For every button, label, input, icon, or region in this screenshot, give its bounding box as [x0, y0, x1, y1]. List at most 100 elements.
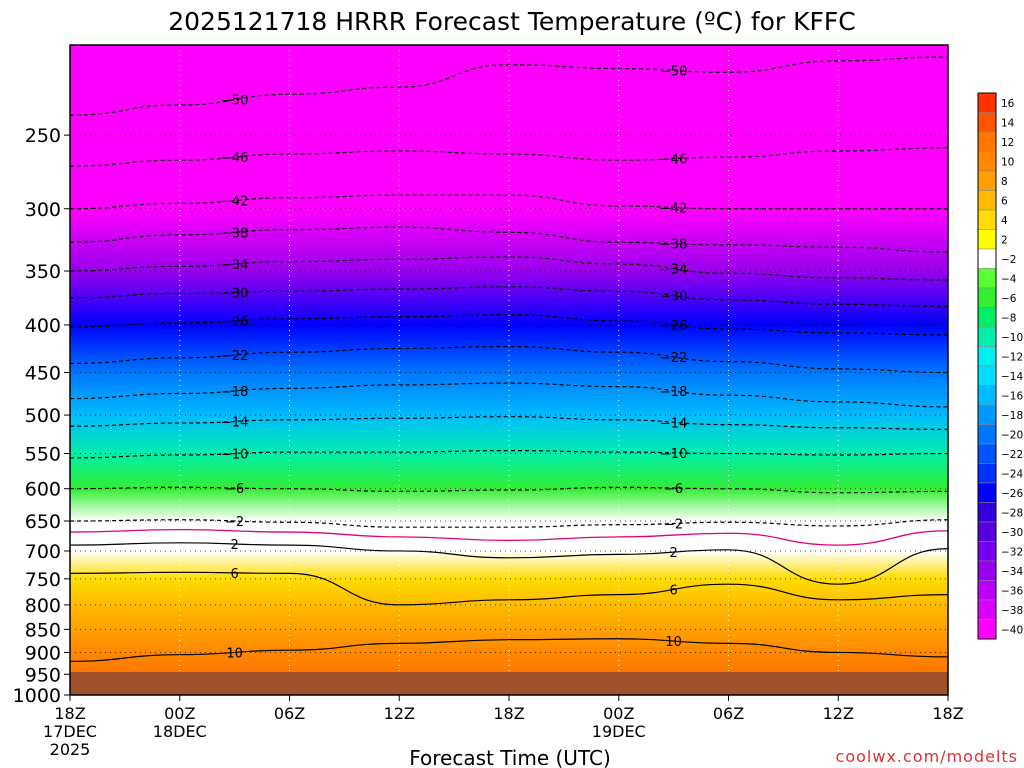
- colorbar-swatch: [977, 385, 997, 406]
- contour-label: −14: [221, 415, 248, 430]
- contour-2: [70, 542, 948, 585]
- colorbar-label: −6: [1001, 293, 1017, 305]
- x-tick-date: 19DEC: [592, 722, 646, 741]
- contour-minus18: [70, 382, 948, 408]
- colorbar-swatch: [977, 463, 997, 484]
- y-tick-label: 600: [25, 479, 61, 501]
- contour-minus22: [70, 345, 948, 374]
- colorbar-label: 8: [1001, 176, 1008, 188]
- colorbar-swatch: [977, 482, 997, 503]
- contour-minus42: [70, 194, 948, 210]
- colorbar-label: −32: [1001, 546, 1023, 558]
- colorbar-label: −12: [1001, 351, 1023, 363]
- contour-label: −50: [221, 94, 248, 109]
- watermark: coolwx.com/modelts: [836, 747, 1018, 766]
- y-axis: 2503003504004505005506006507007508008509…: [13, 125, 70, 707]
- colorbar-label: −18: [1001, 410, 1023, 422]
- x-tick-label: 18Z: [54, 704, 85, 723]
- colorbar-swatch: [977, 580, 997, 601]
- contour-label: −38: [660, 238, 687, 253]
- colorbar-swatch: [977, 268, 997, 289]
- contour-label: −18: [221, 385, 248, 400]
- colorbar-swatch: [977, 287, 997, 308]
- x-tick-date: 18DEC: [153, 722, 207, 741]
- contour-minus38: [70, 226, 948, 253]
- colorbar-label: −10: [1001, 332, 1023, 344]
- colorbar-swatch: [977, 307, 997, 328]
- y-tick-label: 950: [25, 664, 61, 686]
- plot-area: −50−50−46 −46−42 −42−38−38−34 −34−30 −30−26−…: [70, 45, 948, 695]
- colorbar-label: −24: [1001, 468, 1023, 480]
- x-tick-label: 06Z: [274, 704, 305, 723]
- x-tick-year: 2025: [50, 740, 91, 759]
- y-tick-label: 800: [25, 595, 61, 617]
- colorbar-label: −36: [1001, 585, 1023, 597]
- contour-label: −42: [221, 195, 248, 210]
- y-tick-label: 550: [25, 444, 61, 466]
- contour-label: −2: [225, 515, 244, 530]
- colorbar-swatch: [977, 346, 997, 367]
- contour-label: −38: [221, 226, 248, 241]
- contour-10: [70, 638, 948, 662]
- contour-label: −46: [221, 151, 248, 166]
- colorbar-swatch: [977, 502, 997, 523]
- contour-label: −34: [221, 258, 248, 273]
- contour-minus26: [70, 314, 948, 336]
- colorbar-swatch: [977, 112, 997, 133]
- colorbar-swatch: [977, 365, 997, 386]
- contour-minus6: [70, 486, 948, 494]
- colorbar-label: −30: [1001, 527, 1023, 539]
- colorbar-label: 16: [1001, 98, 1015, 110]
- colorbar-swatch: [977, 151, 997, 172]
- colorbar-label: −14: [1001, 371, 1023, 383]
- colorbar-swatch: [977, 404, 997, 425]
- colorbar-swatch: [977, 599, 997, 620]
- colorbar-swatch: [977, 209, 997, 230]
- colorbar-label: 10: [1001, 156, 1014, 168]
- x-axis-label: Forecast Time (UTC): [409, 746, 611, 768]
- colorbar-label: −20: [1001, 429, 1023, 441]
- colorbar-swatch: [977, 619, 997, 640]
- x-tick-label: 18Z: [493, 704, 524, 723]
- contour-minus50: [70, 56, 948, 116]
- y-tick-label: 400: [25, 315, 61, 337]
- y-tick-label: 650: [25, 511, 61, 533]
- colorbar-swatch: [977, 190, 997, 211]
- colorbar-swatch: [977, 521, 997, 542]
- contour-minus14: [70, 416, 948, 430]
- contour-label: −6: [225, 482, 244, 497]
- contour-label: 10: [226, 646, 243, 661]
- contour-label: −10: [660, 447, 687, 462]
- contour-label: −30: [660, 290, 687, 305]
- y-tick-label: 750: [25, 569, 61, 591]
- contour-minus30: [70, 286, 948, 307]
- y-tick-label: 1000: [13, 685, 61, 707]
- chart-title: 2025121718 HRRR Forecast Temperature (ºC…: [168, 7, 856, 36]
- colorbar-swatch: [977, 560, 997, 581]
- contour-minus34: [70, 256, 948, 281]
- contour-label: −26: [221, 315, 248, 330]
- colorbar-label: 12: [1001, 137, 1014, 149]
- x-tick-date: 17DEC: [43, 722, 97, 741]
- y-tick-label: 300: [25, 199, 61, 221]
- contour-6: [70, 571, 948, 606]
- colorbar-label: −38: [1001, 605, 1023, 617]
- colorbar-swatch: [977, 443, 997, 464]
- contour-label: −18: [660, 385, 687, 400]
- x-tick-label: 12Z: [823, 704, 854, 723]
- contour-label: −42: [660, 201, 687, 216]
- colorbar-swatch: [977, 424, 997, 445]
- x-tick-label: 12Z: [384, 704, 415, 723]
- contour-label: −30: [221, 286, 248, 301]
- colorbar-label: −26: [1001, 488, 1023, 500]
- colorbar-swatch: [977, 541, 997, 562]
- colorbar-label: −2: [1001, 254, 1016, 266]
- contour-label: −34: [660, 263, 687, 278]
- contour-minus2: [70, 519, 948, 528]
- x-tick-label: 18Z: [932, 704, 963, 723]
- contour-label: −22: [221, 349, 248, 364]
- y-tick-label: 450: [25, 363, 61, 385]
- contour-label: 6: [230, 567, 238, 582]
